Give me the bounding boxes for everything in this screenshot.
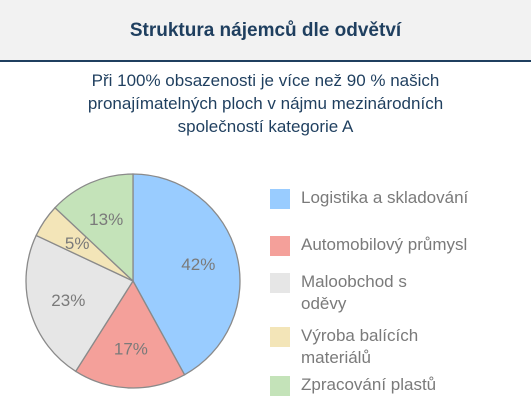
legend-label: Automobilový průmysl (301, 234, 528, 256)
legend-swatch (270, 327, 290, 347)
slice-value-label: 5% (65, 234, 90, 253)
legend-label: Logistika a skladování (301, 187, 528, 209)
legend-label-line: Automobilový průmysl (301, 235, 468, 254)
pie-slice (74, 279, 186, 389)
legend-label-line: Logistika a skladování (301, 188, 469, 207)
subtitle-line: pronajímatelných ploch v nájmu mezinárod… (87, 94, 444, 113)
legend-swatch (270, 236, 290, 256)
legend-swatch (270, 273, 290, 293)
pie-slice (132, 173, 241, 376)
legend-label-line: oděvy (301, 294, 347, 313)
subtitle-line: Při 100% obsazenosti je více než 90 % na… (91, 71, 440, 90)
pie-slice (25, 234, 134, 373)
legend-label-line: Maloobchod s (301, 272, 407, 291)
legend-label-line: materiálů (301, 348, 371, 367)
legend-label-line: Zpracování plastů (301, 375, 437, 394)
legend-label-line: Výroba balících (301, 326, 419, 345)
slice-value-label: 42% (181, 255, 215, 274)
chart-title: Struktura nájemců dle odvětví (129, 20, 402, 41)
slice-value-label: 17% (114, 339, 148, 358)
chart-subtitle: Při 100% obsazenosti je více než 90 % na… (20, 69, 511, 138)
subtitle-line: společností kategorie A (177, 117, 354, 136)
legend-swatch (270, 376, 290, 396)
legend-swatch (270, 189, 290, 209)
title-bar: Struktura nájemců dle odvětví (0, 0, 531, 62)
legend-label: Maloobchod s oděvy (301, 271, 528, 315)
legend-label: Výroba balících materiálů (301, 325, 528, 369)
pie-slice (54, 173, 134, 283)
slice-value-label: 23% (51, 291, 85, 310)
slice-value-label: 13% (89, 210, 123, 229)
legend-label: Zpracování plastů (301, 374, 528, 396)
